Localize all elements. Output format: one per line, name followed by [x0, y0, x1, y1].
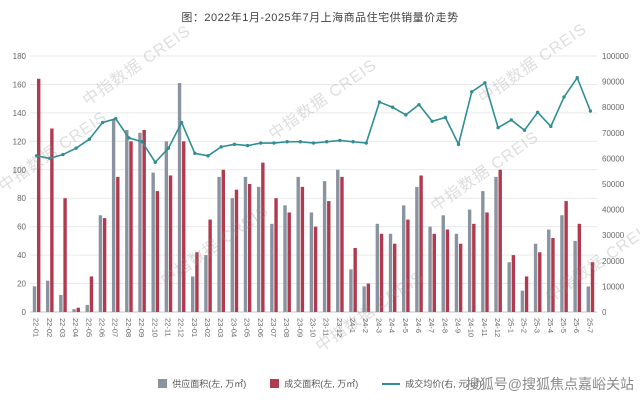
svg-text:25-5: 25-5: [559, 318, 568, 333]
svg-text:20: 20: [17, 280, 26, 289]
svg-text:23-10: 23-10: [309, 318, 318, 337]
svg-text:22-08: 22-08: [124, 318, 133, 337]
svg-text:24-8: 24-8: [440, 318, 449, 333]
svg-text:24-6: 24-6: [414, 318, 423, 333]
svg-text:24-3: 24-3: [374, 318, 383, 333]
x-axis-labels: 22-01 22-02 22-03 22-04 22-05 22-06 22-07 22-08…: [32, 318, 595, 337]
svg-text:22-03: 22-03: [58, 318, 67, 337]
svg-text:160: 160: [13, 80, 27, 89]
svg-text:24-5: 24-5: [401, 318, 410, 333]
svg-text:70000: 70000: [602, 129, 625, 138]
svg-text:24-7: 24-7: [427, 318, 436, 333]
svg-text:25-7: 25-7: [585, 318, 594, 333]
legend: 供应面积(左, 万㎡) 成交面积(左, 万㎡) 成交均价(右, 元/㎡): [0, 377, 640, 390]
svg-text:22-04: 22-04: [71, 318, 80, 337]
legend-item-transaction: 成交面积(左, 万㎡): [270, 377, 358, 390]
svg-text:0: 0: [602, 308, 607, 317]
svg-text:22-09: 22-09: [137, 318, 146, 337]
svg-text:40: 40: [17, 251, 26, 260]
svg-text:25-1: 25-1: [506, 318, 515, 333]
svg-text:10000: 10000: [602, 282, 625, 291]
svg-text:25-6: 25-6: [572, 318, 581, 333]
svg-text:50000: 50000: [602, 180, 625, 189]
svg-text:100: 100: [13, 166, 27, 175]
svg-text:25-3: 25-3: [533, 318, 542, 333]
svg-text:20000: 20000: [602, 257, 625, 266]
svg-text:180: 180: [13, 52, 27, 61]
gridlines: [30, 55, 597, 313]
svg-text:22-10: 22-10: [150, 318, 159, 337]
svg-text:23-07: 23-07: [269, 318, 278, 337]
svg-text:24-9: 24-9: [454, 318, 463, 333]
price-line: [36, 76, 592, 164]
svg-text:24-2: 24-2: [361, 318, 370, 333]
svg-text:23-01: 23-01: [190, 318, 199, 337]
left-axis-labels: 0 20 40 60 80 100 120 140 160 180: [13, 52, 27, 317]
svg-text:22-05: 22-05: [84, 318, 93, 337]
svg-text:0: 0: [22, 308, 27, 317]
svg-text:100000: 100000: [602, 52, 629, 61]
transaction-bars: [36, 78, 595, 312]
legend-item-price: 成交均价(右, 元/㎡): [382, 377, 482, 390]
svg-text:140: 140: [13, 109, 27, 118]
legend-label-price: 成交均价(右, 元/㎡): [405, 379, 482, 389]
svg-text:23-11: 23-11: [322, 318, 331, 337]
svg-text:23-12: 23-12: [335, 318, 344, 337]
svg-text:24-10: 24-10: [467, 318, 476, 337]
svg-text:22-11: 22-11: [163, 318, 172, 337]
price-line-markers: [34, 76, 593, 164]
svg-text:23-08: 23-08: [282, 318, 291, 337]
svg-text:40000: 40000: [602, 206, 625, 215]
svg-text:24-4: 24-4: [388, 318, 397, 333]
svg-text:23-03: 23-03: [216, 318, 225, 337]
svg-text:25-4: 25-4: [546, 318, 555, 333]
svg-text:80000: 80000: [602, 103, 625, 112]
svg-text:80: 80: [17, 194, 26, 203]
svg-text:60: 60: [17, 223, 26, 232]
svg-text:22-12: 22-12: [177, 318, 186, 337]
svg-text:60000: 60000: [602, 154, 625, 163]
svg-text:30000: 30000: [602, 231, 625, 240]
svg-text:23-06: 23-06: [256, 318, 265, 337]
price-line-swatch: [382, 382, 401, 385]
sohu-watermark: 搜狐号@搜狐焦点嘉峪关站: [465, 376, 634, 392]
svg-text:23-05: 23-05: [243, 318, 252, 337]
svg-text:25-2: 25-2: [519, 318, 528, 333]
legend-label-transaction: 成交面积(左, 万㎡): [284, 379, 359, 389]
svg-text:23-09: 23-09: [295, 318, 304, 337]
chart-title: 图：2022年1月-2025年7月上海商品住宅供销量价走势: [181, 12, 459, 24]
svg-text:23-04: 23-04: [229, 318, 238, 337]
transaction-swatch: [270, 379, 280, 388]
svg-text:24-12: 24-12: [493, 318, 502, 337]
supply-bars: [32, 83, 591, 313]
supply-swatch: [158, 379, 168, 388]
svg-text:22-07: 22-07: [111, 318, 120, 337]
legend-label-supply: 供应面积(左, 万㎡): [172, 379, 247, 389]
svg-text:24-11: 24-11: [480, 318, 489, 337]
right-axis-labels: 0 10000 20000 30000 40000 50000 60000 70000 8000…: [602, 52, 629, 317]
legend-item-supply: 供应面积(左, 万㎡): [158, 377, 246, 390]
svg-text:23-02: 23-02: [203, 318, 212, 337]
svg-text:22-06: 22-06: [98, 318, 107, 337]
svg-text:22-01: 22-01: [32, 318, 41, 337]
svg-text:24-1: 24-1: [348, 318, 357, 333]
svg-text:22-02: 22-02: [45, 318, 54, 337]
svg-text:90000: 90000: [602, 78, 625, 87]
svg-text:120: 120: [13, 137, 27, 146]
